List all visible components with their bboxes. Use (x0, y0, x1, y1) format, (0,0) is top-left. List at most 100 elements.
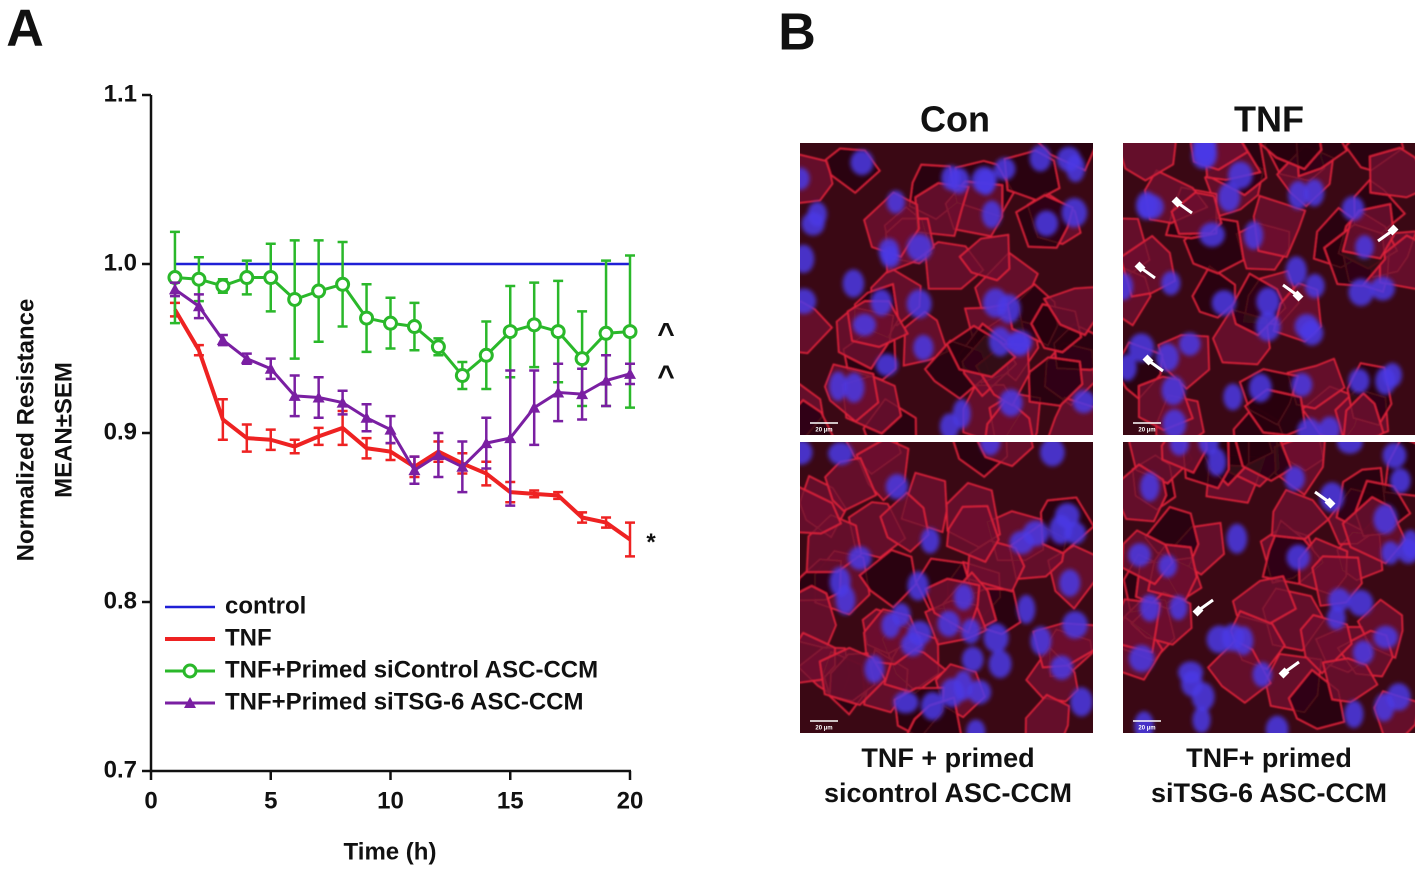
nucleus (1348, 589, 1374, 617)
nucleus (891, 603, 911, 627)
nucleus (843, 372, 865, 403)
point (191, 271, 207, 287)
arrow-head (1192, 605, 1204, 617)
cell (800, 398, 834, 435)
nucleus (907, 571, 929, 601)
point (311, 283, 327, 299)
nucleus (1169, 442, 1189, 456)
point (526, 317, 542, 333)
cell (1025, 645, 1079, 703)
nucleus (1352, 640, 1374, 665)
nucleus (1169, 595, 1188, 621)
nucleus (1062, 610, 1088, 639)
nucleus (1373, 625, 1398, 649)
nucleus (1007, 334, 1031, 357)
nucleus (1233, 626, 1254, 656)
arrow (1282, 283, 1298, 297)
nucleus (842, 269, 865, 298)
nucleus (800, 167, 810, 190)
nucleus (1291, 372, 1313, 397)
nucleus (828, 371, 848, 401)
point (454, 368, 470, 384)
nucleus (1066, 154, 1085, 183)
nucleus (1034, 210, 1059, 237)
cell (824, 457, 878, 512)
point (312, 391, 325, 403)
point (528, 401, 541, 413)
cell (1369, 147, 1415, 199)
series-line (174, 288, 631, 472)
y-axis-label: MEAN±SEM (50, 362, 77, 498)
cell (984, 397, 1034, 435)
nucleus (800, 442, 813, 465)
nucleus (920, 527, 940, 554)
point (240, 352, 253, 364)
nucleus (981, 200, 1002, 229)
nucleus (893, 691, 919, 714)
y-tick-label: 1.0 (104, 249, 137, 276)
nucleus (1030, 626, 1052, 656)
nuclei (800, 442, 1093, 733)
nucleus (1382, 442, 1407, 469)
annotation: * (646, 529, 656, 556)
nucleus (1348, 368, 1370, 394)
cell (879, 491, 930, 553)
nucleus (966, 719, 986, 733)
arrow-head (1324, 497, 1336, 509)
arrow (1314, 490, 1330, 504)
arrow-head (1387, 224, 1399, 236)
series (169, 301, 635, 558)
nucleus (1040, 442, 1065, 467)
annotation: ^ (657, 318, 675, 351)
nucleus (1286, 544, 1311, 570)
cell (1299, 614, 1353, 675)
nucleus (953, 584, 974, 611)
point (456, 460, 469, 472)
nucleus (982, 288, 1008, 318)
nucleus (1135, 191, 1158, 220)
nucleus (1228, 161, 1253, 189)
column-title: TNF (1234, 99, 1304, 140)
x-tick-label: 10 (377, 787, 404, 814)
nucleus (999, 389, 1023, 417)
nucleus (1195, 143, 1218, 169)
arrow (1140, 266, 1156, 280)
point (552, 386, 565, 398)
cell (800, 300, 834, 355)
x-tick-label: 0 (144, 787, 157, 814)
nucleus (852, 313, 877, 337)
nucleus (870, 289, 893, 317)
nucleus (1284, 465, 1305, 491)
y-tick-label: 0.7 (104, 756, 137, 783)
nucleus (937, 610, 961, 637)
nucleus (1191, 682, 1215, 712)
nucleus (921, 691, 945, 721)
point (600, 374, 613, 386)
micrographs: 20 µm 20 µm 20 µm 20 µm (800, 143, 1415, 733)
point (359, 310, 375, 326)
nucleus (913, 334, 934, 361)
point (288, 389, 301, 401)
cell (1258, 143, 1323, 171)
nucleus (1341, 196, 1365, 221)
point (598, 325, 614, 341)
nucleus (1305, 273, 1325, 299)
cell (1271, 488, 1330, 540)
arrow (1148, 359, 1164, 373)
nucleus (1373, 504, 1398, 535)
cell (863, 191, 920, 258)
arrow (1377, 229, 1393, 243)
arrow (1177, 201, 1193, 215)
nucleus (1207, 447, 1227, 477)
y-tick-label: 0.9 (104, 418, 137, 445)
nucleus (1285, 256, 1307, 286)
arrow-head (1278, 667, 1290, 679)
point (336, 396, 349, 408)
nucleus (1155, 343, 1180, 372)
nucleus (1140, 472, 1160, 502)
arrow-head (1171, 196, 1183, 208)
nucleus (1158, 554, 1178, 578)
nucleus (1382, 362, 1403, 388)
nucleus (1374, 693, 1395, 722)
micrograph (1123, 442, 1415, 733)
